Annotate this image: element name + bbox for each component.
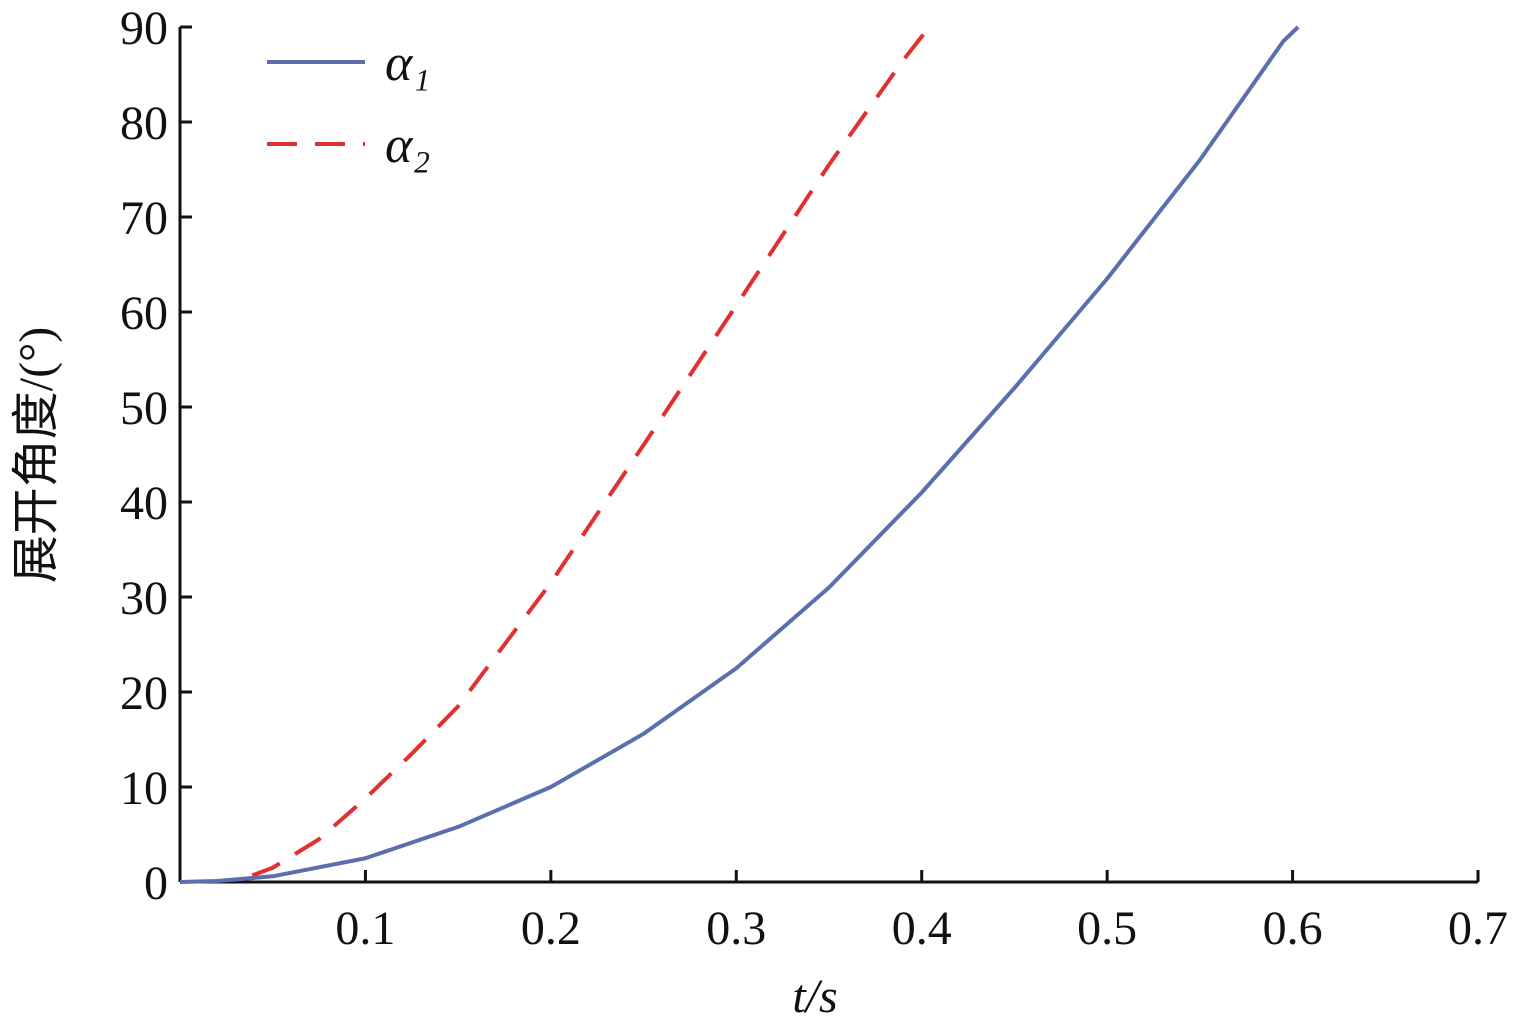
- x-tick-label: 0.7: [1448, 902, 1508, 955]
- series-line: [251, 25, 933, 878]
- y-tick-label: 0: [144, 857, 168, 910]
- x-tick-label: 0.4: [892, 902, 952, 955]
- y-tick-label: 90: [120, 2, 168, 55]
- x-tick-label: 0.2: [521, 902, 581, 955]
- x-tick-label: 0.1: [335, 902, 395, 955]
- y-tick-label: 40: [120, 477, 168, 530]
- y-tick-label: 80: [120, 97, 168, 150]
- series-line: [179, 25, 1300, 884]
- y-tick-label: 30: [120, 572, 168, 625]
- y-tick-label: 70: [120, 192, 168, 245]
- legend-label: α₁: [385, 35, 430, 92]
- y-axis-label: 展开角度/(°): [10, 327, 63, 584]
- legend-label: α₂: [385, 117, 430, 174]
- x-axis-label: t/s: [792, 970, 837, 1022]
- y-tick-label: 10: [120, 762, 168, 815]
- x-tick-label: 0.5: [1077, 902, 1137, 955]
- y-tick-label: 20: [120, 667, 168, 720]
- y-tick-label: 60: [120, 287, 168, 340]
- x-tick-label: 0.6: [1263, 902, 1323, 955]
- x-tick-label: 0.3: [706, 902, 766, 955]
- y-tick-label: 50: [120, 382, 168, 435]
